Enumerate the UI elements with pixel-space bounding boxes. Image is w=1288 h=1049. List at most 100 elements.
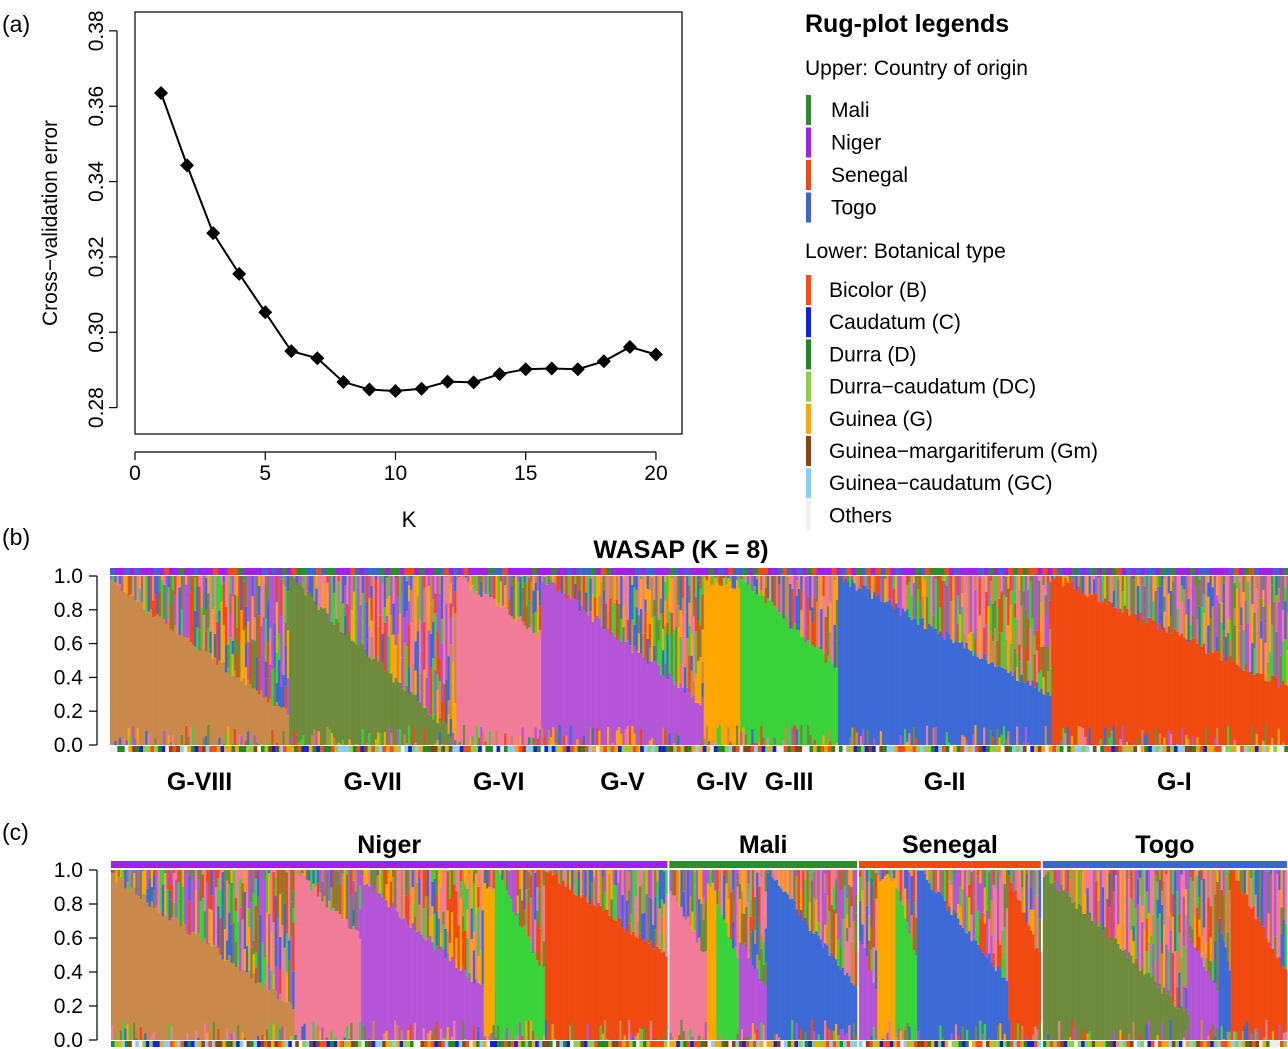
bar-segment (518, 888, 522, 926)
bar-segment (141, 870, 145, 894)
panel-label-a: (a) (2, 11, 30, 37)
bar-segment (254, 870, 258, 879)
bar-segment (853, 583, 856, 745)
bar-segment (1013, 670, 1017, 745)
bar-segment (936, 576, 940, 582)
bar-segment (650, 576, 654, 578)
bar-segment (1262, 606, 1265, 674)
bar-segment (321, 901, 324, 1040)
bar-segment (1134, 907, 1138, 959)
rug-tick (345, 568, 351, 575)
bar-segment (1220, 576, 1223, 603)
bar-segment (292, 870, 295, 872)
bar-segment (381, 873, 384, 898)
bar-segment (475, 978, 478, 1040)
bar-segment (1016, 726, 1019, 745)
bar-segment (451, 661, 455, 676)
bar-segment (416, 882, 419, 932)
bar-segment (1121, 576, 1125, 592)
rug-tick (301, 746, 306, 752)
bar-segment (300, 585, 303, 745)
bar-segment (330, 1031, 333, 1040)
bar-segment (879, 576, 883, 603)
bar-segment (811, 576, 814, 608)
rug-tick (1247, 746, 1252, 752)
bar-segment (547, 729, 551, 745)
rug-tick (507, 568, 513, 575)
bar-segment (641, 913, 644, 941)
rug-tick (375, 746, 379, 752)
bar-segment (1031, 658, 1034, 681)
bar-segment (1211, 897, 1215, 933)
rug-tick (469, 1041, 473, 1047)
rug-tick (1273, 1041, 1277, 1047)
bar-segment (576, 739, 579, 745)
bar-segment (453, 884, 456, 912)
bar-segment (775, 870, 779, 880)
bar-segment (144, 870, 147, 895)
bar-segment (670, 612, 674, 633)
rug-tick (413, 1041, 418, 1047)
bar-segment (599, 870, 603, 906)
data-point (648, 347, 663, 362)
bar-segment (528, 737, 531, 745)
bar-segment (405, 917, 408, 1040)
bar-segment (744, 576, 748, 582)
x-tick-label: 20 (644, 462, 667, 485)
rug-tick (257, 1041, 261, 1047)
bar-segment (652, 870, 655, 871)
bar-segment (693, 930, 697, 1040)
rug-tick (797, 568, 803, 575)
bar-segment (1136, 620, 1140, 745)
bar-segment (703, 738, 707, 745)
rug-tick (511, 746, 516, 752)
bar-segment (416, 931, 419, 1040)
rug-tick (927, 1041, 932, 1047)
bar-segment (426, 1033, 430, 1040)
rug-tick (875, 746, 880, 752)
rug-tick (724, 746, 729, 752)
rug-tick (392, 1041, 397, 1047)
bar-segment (468, 972, 471, 1040)
bar-segment (475, 913, 478, 979)
bar-segment (431, 1035, 434, 1040)
rug-tick (1248, 1041, 1253, 1047)
bar-segment (704, 951, 708, 1040)
bar-segment (798, 588, 801, 631)
bar-segment (1227, 725, 1230, 745)
bar-segment (1253, 674, 1256, 745)
rug-tick (321, 568, 327, 575)
bar-segment (390, 732, 393, 745)
rug-tick (1008, 568, 1014, 575)
bar-segment (243, 969, 247, 1040)
bar-segment (200, 607, 204, 647)
bar-segment (1046, 583, 1050, 647)
bar-segment (665, 1029, 668, 1040)
bar-segment (279, 1029, 282, 1040)
y-tick-label: 0.6 (54, 633, 83, 656)
bar-segment (237, 965, 240, 1040)
bar-segment (302, 576, 305, 589)
bar-segment (606, 909, 609, 1040)
bar-segment (1235, 870, 1238, 881)
bar-segment (1191, 929, 1195, 944)
bar-segment (1123, 949, 1127, 1040)
bar-segment (194, 577, 197, 612)
bar-segment (732, 922, 735, 949)
rug-tick (238, 746, 243, 752)
bar-segment (194, 646, 197, 745)
bar-segment (1055, 870, 1059, 890)
rug-tick (691, 746, 696, 752)
bar-segment (411, 906, 415, 924)
bar-segment (1003, 977, 1007, 1040)
bar-segment (1257, 673, 1261, 745)
bar-segment (560, 576, 564, 594)
bar-segment (153, 908, 156, 1040)
bar-segment (209, 576, 212, 632)
bar-segment (222, 576, 226, 583)
bar-segment (234, 897, 238, 912)
bar-segment (187, 736, 190, 745)
bar-segment (1023, 912, 1026, 1040)
bar-segment (771, 576, 774, 602)
rug-tick (521, 1041, 526, 1047)
